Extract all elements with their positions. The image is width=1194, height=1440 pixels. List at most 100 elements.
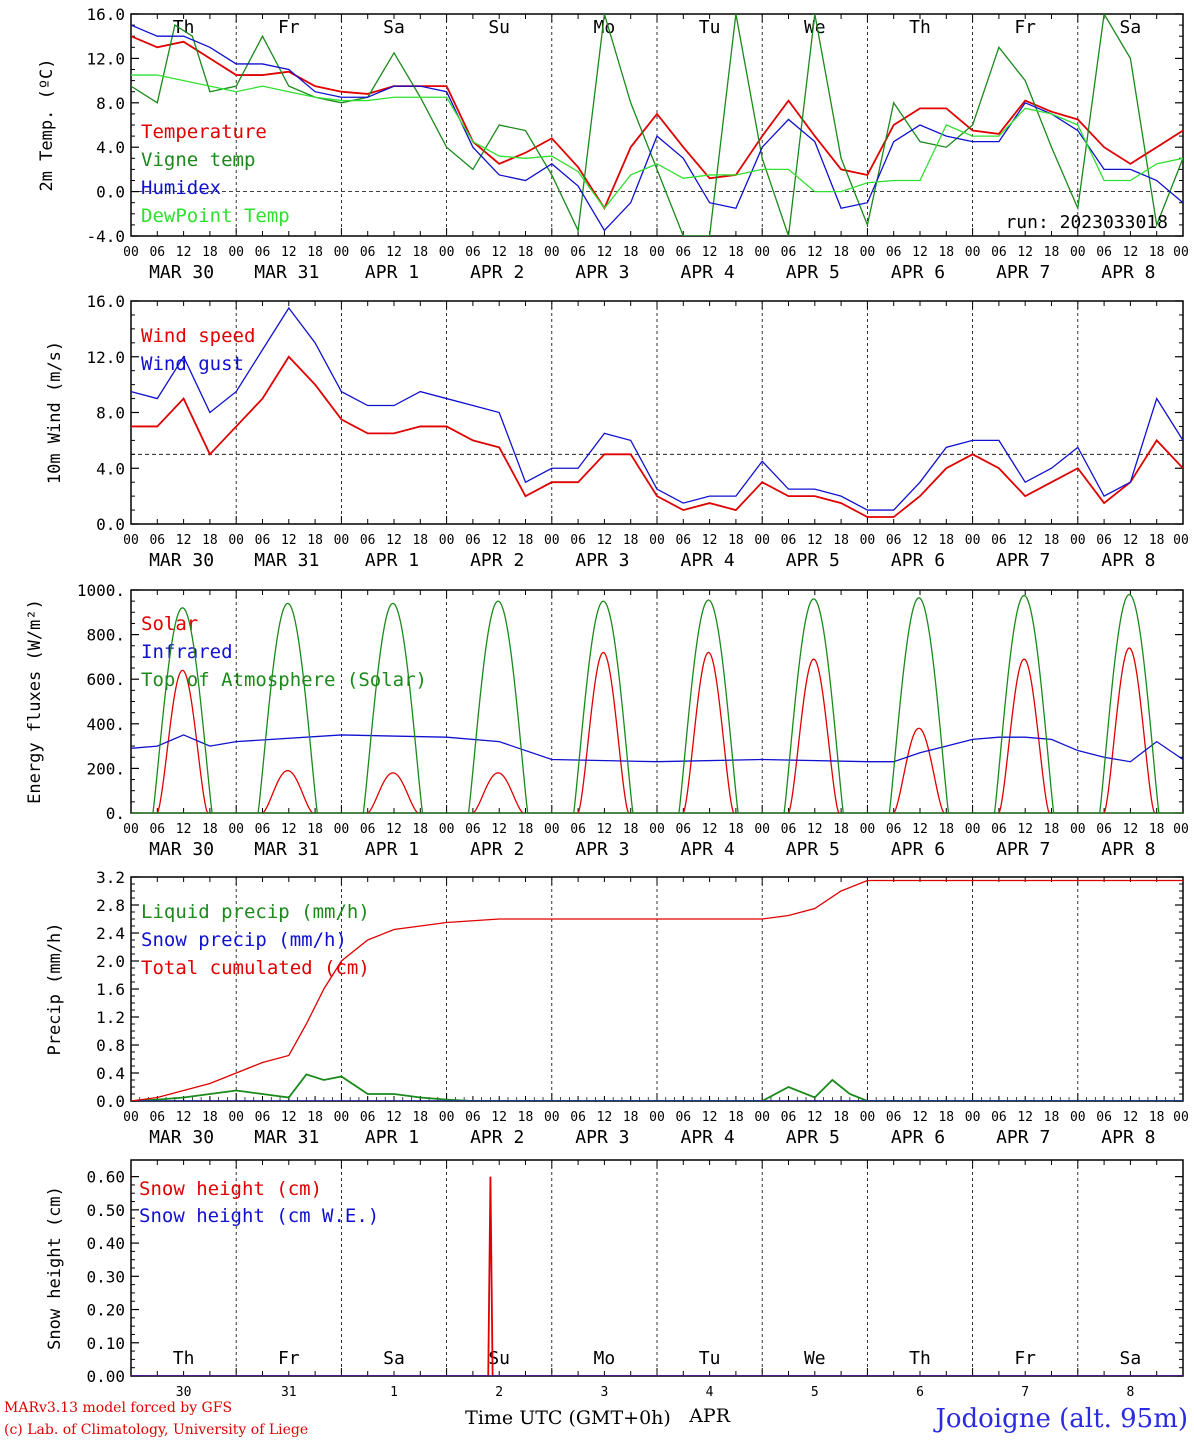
date-label: APR 8 xyxy=(1101,262,1155,283)
hour-label: 06 xyxy=(360,1110,376,1125)
hour-label: 18 xyxy=(307,1110,323,1125)
date-label: APR 5 xyxy=(786,1127,840,1148)
hour-label: 00 xyxy=(1070,1110,1086,1125)
hour-label: 06 xyxy=(886,1110,902,1125)
y-tick-label: 1.6 xyxy=(96,980,125,999)
hour-label: 18 xyxy=(623,822,639,837)
hour-label: 00 xyxy=(228,245,244,260)
date-label: MAR 30 xyxy=(149,839,214,860)
legend-entry: Temperature xyxy=(141,121,267,143)
weekday-label: Mo xyxy=(594,17,616,38)
hour-label: 06 xyxy=(255,1110,271,1125)
series-line-total-cumulated-cm- xyxy=(131,879,1183,1101)
hour-label: 12 xyxy=(176,1110,192,1125)
y-tick-label: 0.60 xyxy=(86,1168,125,1187)
legend-entry: Total cumulated (cm) xyxy=(141,957,370,979)
hour-label: 06 xyxy=(675,822,691,837)
time-axis-title: Time UTC (GMT+0h) xyxy=(465,1407,671,1429)
hour-label: 18 xyxy=(1149,533,1165,548)
date-label: APR 1 xyxy=(365,550,419,571)
y-tick-label: 0.8 xyxy=(96,1036,125,1055)
hour-label: 18 xyxy=(518,1110,534,1125)
hour-label: 00 xyxy=(334,822,350,837)
y-tick-label: 2.8 xyxy=(96,896,125,915)
weekday-label: Mo xyxy=(594,1348,616,1369)
hour-label: 12 xyxy=(597,1110,613,1125)
hour-label: 06 xyxy=(781,533,797,548)
date-label: APR 6 xyxy=(891,262,945,283)
hour-label: 18 xyxy=(623,245,639,260)
date-label: APR 4 xyxy=(681,839,735,860)
hour-label: 18 xyxy=(1044,245,1060,260)
hour-label: 00 xyxy=(123,533,139,548)
hour-label: 18 xyxy=(1044,822,1060,837)
y-tick-label: 0.10 xyxy=(86,1334,125,1353)
weekday-label: Th xyxy=(909,1348,931,1369)
y-tick-label: 0.00 xyxy=(86,1367,125,1386)
hour-label: 18 xyxy=(938,533,954,548)
hour-label: 00 xyxy=(754,245,770,260)
hour-label: 18 xyxy=(833,1110,849,1125)
y-tick-label: 0.0 xyxy=(96,183,125,202)
hour-label: 00 xyxy=(649,533,665,548)
hour-label: 18 xyxy=(728,1110,744,1125)
series-line-top-of-atmosphere-solar- xyxy=(467,600,529,813)
y-tick-label: 12.0 xyxy=(86,348,125,367)
y-tick-label: 1000. xyxy=(77,581,125,600)
month-label: APR xyxy=(688,1405,731,1427)
weekday-label: Th xyxy=(173,17,195,38)
weekday-label: Th xyxy=(173,1348,195,1369)
y-tick-label: 0.20 xyxy=(86,1301,125,1320)
series-line-solar xyxy=(998,658,1050,813)
weekday-label: We xyxy=(804,17,826,38)
hour-label: 12 xyxy=(912,822,928,837)
series-line-top-of-atmosphere-solar- xyxy=(573,600,634,813)
date-label: APR 5 xyxy=(786,550,840,571)
hour-label: 18 xyxy=(833,533,849,548)
y-tick-label: 16.0 xyxy=(86,5,125,24)
footer-credit: (c) Lab. of Climatology, University of L… xyxy=(4,1422,308,1438)
hour-label: 00 xyxy=(334,245,350,260)
hour-label: 18 xyxy=(412,1110,428,1125)
y-tick-label: 0.4 xyxy=(96,1064,125,1083)
hour-label: 00 xyxy=(860,1110,876,1125)
legend-entry: Liquid precip (mm/h) xyxy=(141,901,370,923)
hour-label: 06 xyxy=(570,822,586,837)
weekday-label: Fr xyxy=(1014,1348,1036,1369)
day-number-label: 30 xyxy=(176,1385,192,1400)
hour-label: 12 xyxy=(491,533,507,548)
hour-label: 06 xyxy=(1096,533,1112,548)
date-label: APR 2 xyxy=(470,262,524,283)
series-line-top-of-atmosphere-solar- xyxy=(152,607,213,813)
hour-label: 06 xyxy=(991,533,1007,548)
series-line-solar xyxy=(787,658,840,813)
y-tick-label: 800. xyxy=(86,626,125,645)
hour-label: 18 xyxy=(1044,533,1060,548)
hour-label: 00 xyxy=(439,822,455,837)
panel-wind: 0.0 4.0 8.0 12.0 16.0 00 06 12 18 00 06 12 18 00 06 12 1… xyxy=(45,292,1189,571)
date-label: APR 4 xyxy=(681,1127,735,1148)
weekday-label: Tu xyxy=(699,1348,721,1369)
y-tick-label: 0.50 xyxy=(86,1201,125,1220)
hour-label: 12 xyxy=(597,245,613,260)
hour-label: 12 xyxy=(1123,245,1139,260)
hour-label: 00 xyxy=(860,533,876,548)
hour-label: 12 xyxy=(386,822,402,837)
hour-label: 12 xyxy=(1123,1110,1139,1125)
hour-label: 18 xyxy=(307,245,323,260)
series-line-top-of-atmosphere-solar- xyxy=(993,594,1055,813)
date-label: MAR 30 xyxy=(149,262,214,283)
hour-label: 00 xyxy=(1173,822,1189,837)
weekday-label: Fr xyxy=(278,1348,300,1369)
weekday-label: Th xyxy=(909,17,931,38)
hour-label: 12 xyxy=(176,245,192,260)
hour-label: 12 xyxy=(702,822,718,837)
hour-label: 00 xyxy=(754,533,770,548)
hour-label: 00 xyxy=(649,1110,665,1125)
legend-entry: Solar xyxy=(141,613,198,635)
hour-label: 12 xyxy=(597,822,613,837)
hour-label: 12 xyxy=(1017,822,1033,837)
day-number-label: 3 xyxy=(600,1385,608,1400)
date-label: APR 3 xyxy=(575,550,629,571)
